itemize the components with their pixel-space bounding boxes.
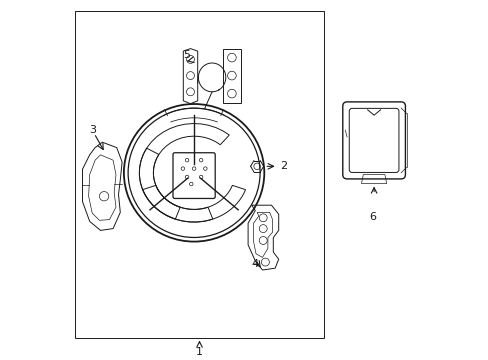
Text: 4: 4 — [251, 259, 258, 269]
Text: 3: 3 — [89, 125, 96, 135]
Text: 2: 2 — [280, 161, 287, 171]
Bar — [75, 11, 323, 338]
Text: 5: 5 — [183, 50, 190, 60]
Text: 1: 1 — [196, 347, 203, 357]
Text: 6: 6 — [368, 212, 375, 222]
